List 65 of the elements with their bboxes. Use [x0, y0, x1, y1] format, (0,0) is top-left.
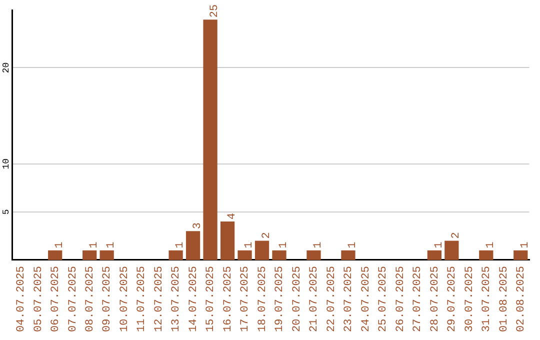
data-label: 1: [312, 241, 325, 248]
bar: [100, 250, 114, 260]
x-tick-label: 16.07.2025: [222, 266, 234, 332]
bar: [238, 250, 252, 260]
data-label: 1: [347, 241, 360, 248]
bar: [168, 250, 183, 260]
bar: [48, 250, 62, 260]
data-label: 4: [226, 212, 238, 220]
data-label: 1: [520, 241, 532, 248]
bar: [272, 250, 286, 260]
bar: [479, 250, 494, 260]
x-tick-label: 31.07.2025: [481, 266, 494, 332]
x-tick-label: 23.07.2025: [343, 266, 356, 332]
y-tick-label: 10: [1, 158, 12, 170]
bar: [444, 240, 459, 260]
bar: [306, 250, 321, 260]
x-tick-label: 11.07.2025: [136, 266, 148, 332]
x-tick-label: 12.07.2025: [153, 266, 166, 332]
data-label: 1: [106, 241, 118, 248]
bar: [82, 250, 97, 260]
y-tick-label: 5: [1, 209, 12, 215]
data-label: 1: [54, 241, 66, 248]
data-label: 1: [174, 241, 187, 248]
bar: [514, 250, 528, 260]
bar: [254, 240, 270, 260]
data-label: 1: [88, 241, 100, 248]
x-tick-label: 07.07.2025: [67, 266, 80, 332]
x-tick-label: 17.07.2025: [240, 266, 252, 332]
x-tick-label: 05.07.2025: [32, 266, 45, 332]
data-label: 1: [485, 241, 498, 248]
x-tick-label: 20.07.2025: [291, 266, 304, 332]
x-tick-label: 04.07.2025: [16, 266, 28, 332]
data-label: 3: [192, 222, 204, 230]
bar: [427, 250, 442, 260]
x-tick-label: 21.07.2025: [308, 266, 321, 332]
bar: [186, 231, 200, 260]
x-tick-label: 15.07.2025: [205, 266, 218, 332]
x-tick-label: 08.07.2025: [84, 266, 96, 332]
x-tick-label: 26.07.2025: [394, 266, 407, 332]
x-tick-label: 09.07.2025: [102, 266, 114, 332]
x-tick-label: 14.07.2025: [188, 266, 200, 332]
x-tick-label: 25.07.2025: [378, 266, 390, 332]
bar: [341, 250, 356, 260]
data-label: 2: [260, 232, 273, 239]
data-label: 2: [450, 232, 463, 239]
x-tick-label: 22.07.2025: [326, 266, 338, 332]
x-tick-label: 29.07.2025: [446, 266, 459, 332]
x-tick-label: 30.07.2025: [464, 266, 476, 332]
x-tick-label: 19.07.2025: [274, 266, 286, 332]
x-tick-label: 18.07.2025: [256, 266, 269, 332]
x-tick-label: 28.07.2025: [429, 266, 442, 332]
x-tick-label: 10.07.2025: [118, 266, 131, 332]
data-label: 1: [278, 241, 290, 248]
x-tick-label: 27.07.2025: [412, 266, 424, 332]
data-label: 25: [209, 4, 222, 18]
data-label: 1: [433, 241, 446, 248]
x-tick-label: 24.07.2025: [360, 266, 372, 332]
x-tick-label: 06.07.2025: [50, 266, 62, 332]
x-tick-label: 01.08.2025: [498, 266, 510, 332]
bar: [220, 222, 235, 260]
data-label: 1: [244, 241, 256, 248]
x-tick-label: 02.08.2025: [516, 266, 528, 332]
y-tick-label: 20: [1, 62, 12, 74]
x-tick-label: 13.07.2025: [170, 266, 183, 332]
bar: [203, 20, 218, 260]
